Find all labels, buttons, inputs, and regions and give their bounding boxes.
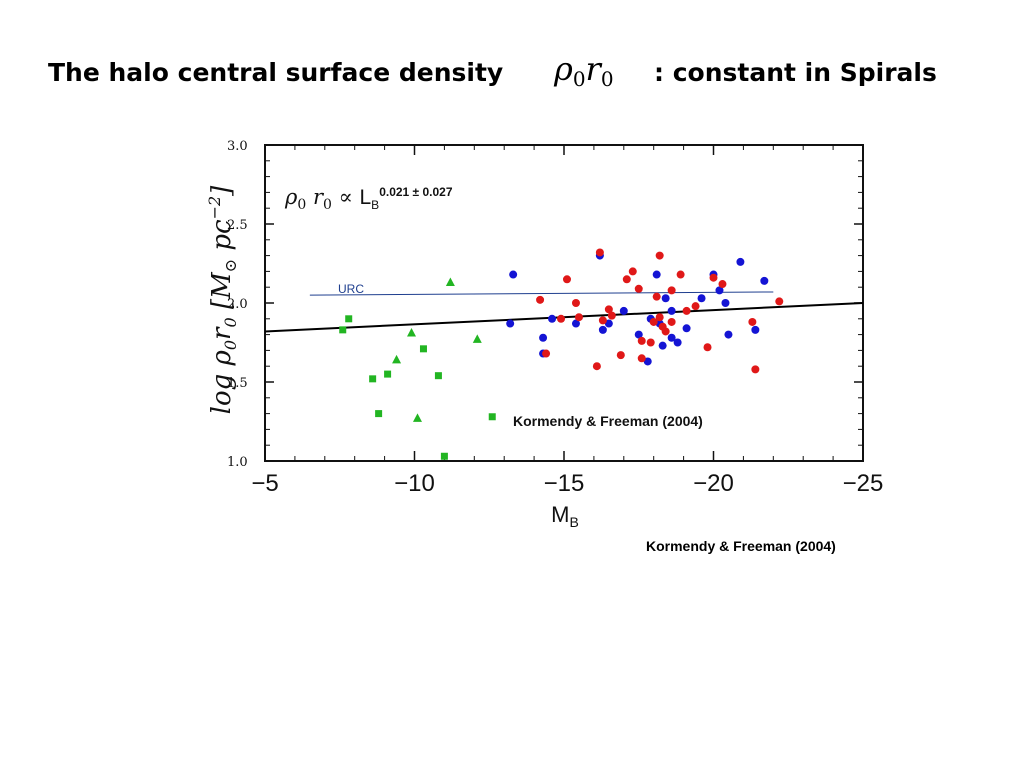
x-axis-label: MB (551, 502, 579, 530)
data-point (628, 267, 637, 276)
inner-credit: Kormendy & Freeman (2004) (513, 413, 703, 429)
data-point (472, 334, 482, 343)
data-point (760, 276, 769, 285)
data-point (691, 302, 700, 311)
data-point (488, 413, 496, 421)
data-point (384, 370, 392, 378)
urc-line (309, 291, 774, 296)
data-point (667, 306, 676, 315)
data-point (652, 270, 661, 279)
data-point (557, 314, 566, 323)
data-point (419, 345, 427, 353)
data-point (655, 251, 664, 260)
y-tick-label: 1.5 (227, 376, 248, 391)
y-tick-label: 1.0 (227, 455, 248, 470)
data-point (751, 325, 760, 334)
x-tick-label: −20 (693, 470, 734, 497)
data-point (412, 413, 422, 422)
data-point (709, 273, 718, 282)
title-suffix: : constant in Spirals (654, 58, 937, 87)
data-point (661, 294, 670, 303)
data-point (721, 299, 730, 307)
data-point (392, 354, 402, 364)
data-point (634, 330, 643, 339)
data-point (592, 362, 601, 371)
y-tick-label: 3.0 (227, 139, 248, 154)
data-point (676, 270, 685, 279)
data-point (619, 306, 628, 315)
data-point (637, 354, 646, 363)
data-point (637, 336, 646, 345)
x-tick-label: −10 (394, 470, 435, 497)
data-point (539, 333, 548, 342)
plot-frame (264, 144, 864, 462)
data-point (667, 286, 676, 295)
data-point (542, 349, 551, 358)
data-point (604, 319, 613, 328)
data-point (369, 375, 377, 383)
data-point (604, 305, 613, 314)
y-axis-label: log ρ0r0 [M⊙ pc−2] (205, 185, 240, 415)
urc-label: URC (338, 282, 364, 296)
data-point (595, 248, 604, 257)
data-point (736, 257, 745, 266)
data-point (548, 314, 557, 323)
y-tick-label: 2.0 (227, 297, 248, 312)
x-tick-label: −25 (843, 470, 884, 497)
figure-caption: Kormendy & Freeman (2004) (646, 538, 836, 554)
data-points (339, 248, 784, 460)
data-point (775, 297, 784, 306)
title-symbol: ρ0r0 (554, 50, 614, 91)
data-point (622, 275, 631, 284)
data-point (375, 410, 383, 418)
data-point (440, 452, 448, 460)
data-point (667, 317, 676, 326)
data-point (661, 327, 670, 336)
y-tick-label: 2.5 (227, 218, 248, 233)
data-point (751, 365, 760, 374)
data-point (434, 372, 442, 380)
data-point (571, 319, 580, 328)
data-point (506, 319, 515, 328)
data-point (643, 357, 652, 366)
data-point (571, 299, 580, 307)
data-point (407, 328, 417, 337)
data-point (536, 295, 545, 304)
data-point (655, 313, 664, 322)
data-point (697, 294, 706, 303)
data-point (718, 280, 727, 289)
data-point (649, 317, 658, 326)
data-point (658, 341, 667, 350)
data-point (673, 338, 682, 347)
data-point (667, 333, 676, 342)
data-point (562, 275, 571, 284)
data-point (607, 311, 616, 320)
x-tick-labels: −5 −10 −15 −20 −25 (251, 470, 883, 497)
x-tick-label: −15 (544, 470, 585, 497)
data-point (634, 284, 643, 293)
data-point (345, 315, 353, 323)
x-tick-label: −5 (251, 470, 278, 497)
data-point (339, 326, 347, 334)
y-tick-labels: 1.0 1.5 2.0 2.5 3.0 (227, 139, 248, 470)
data-point (574, 313, 583, 322)
data-point (445, 277, 455, 286)
data-point (598, 325, 607, 334)
data-point (748, 317, 757, 326)
title-prefix: The halo central surface density (48, 58, 504, 87)
data-point (652, 292, 661, 301)
data-point (598, 316, 607, 325)
data-point (682, 306, 691, 315)
data-point (646, 338, 655, 347)
data-point (616, 351, 625, 360)
scatter-chart: 1.0 1.5 2.0 2.5 3.0 −5 −10 −15 −20 −25 MB log ρ0… (205, 139, 883, 530)
data-point (682, 324, 691, 333)
data-point (724, 330, 733, 339)
data-point (509, 270, 518, 279)
data-point (715, 286, 724, 295)
data-point (703, 343, 712, 352)
relation-annotation: ρ0 r0 ∝ LB0.021 ± 0.027 (284, 185, 453, 213)
